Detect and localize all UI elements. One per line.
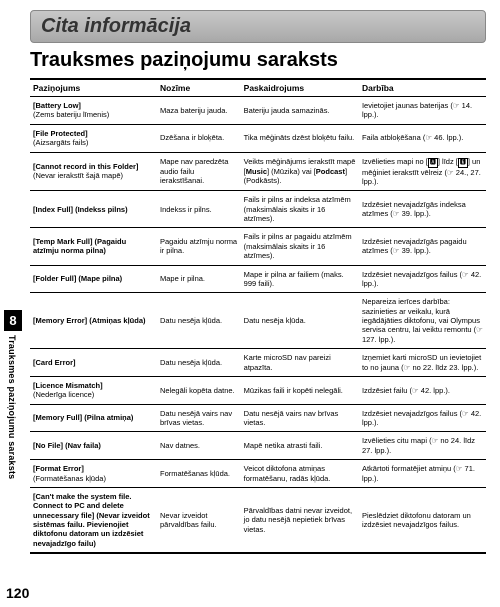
cell: Nepareiza ierīces darbība: sazinieties a…: [359, 293, 486, 349]
cell: [File Protected](Aizsargāts fails): [30, 124, 157, 152]
cell: [Card Error]: [30, 349, 157, 377]
section-title: Cita informācija: [41, 15, 475, 38]
table-row: [Cannot record in this Folder](Nevar ier…: [30, 152, 486, 191]
col-header: Paziņojums: [30, 79, 157, 97]
table-row: [No File] (Nav faila)Nav datnes.Mapē net…: [30, 432, 486, 460]
cell: [Can't make the system file. Connect to …: [30, 487, 157, 553]
cell: Pārvaldības datni nevar izveidot, jo dat…: [241, 487, 359, 553]
cell: Nelegāli kopēta datne.: [157, 376, 241, 404]
cell: Ievietojiet jaunas baterijas (☞ 14. lpp.…: [359, 97, 486, 125]
cell: Bateriju jauda samazinās.: [241, 97, 359, 125]
cell: Maza bateriju jauda.: [157, 97, 241, 125]
col-header: Nozīme: [157, 79, 241, 97]
cell: Mape ir pilna ar failiem (maks. 999 fail…: [241, 265, 359, 293]
page-number: 120: [6, 585, 29, 601]
cell: Indekss ir pilns.: [157, 191, 241, 228]
cell: Veicot diktofona atmiņas formatēšanu, ra…: [241, 460, 359, 488]
table-row: [Memory Error] (Atmiņas kļūda)Datu nesēj…: [30, 293, 486, 349]
cell: Datu nesēja kļūda.: [241, 293, 359, 349]
cell: Datu nesēja kļūda.: [157, 293, 241, 349]
cell: Dzēšana ir bloķēta.: [157, 124, 241, 152]
cell: Izdzēsiet nevajadzīgās pagaidu atzīmes (…: [359, 228, 486, 265]
side-tab: 8 Trauksmes paziņojumu saraksts: [4, 310, 22, 479]
table-row: [File Protected](Aizsargāts fails)Dzēšan…: [30, 124, 486, 152]
cell: Pieslēdziet diktofonu datoram un izdzēsi…: [359, 487, 486, 553]
cell: Veikts mēģinājums ierakstīt mapē [Music]…: [241, 152, 359, 191]
cell: [Memory Full] (Pilna atmiņa): [30, 404, 157, 432]
cell: [Index Full] (Indekss pilns): [30, 191, 157, 228]
cell: Izvēlieties citu mapi (☞ no 24. līdz 27.…: [359, 432, 486, 460]
chapter-number: 8: [4, 310, 22, 331]
table-row: [Folder Full] (Mape pilna)Mape ir pilna.…: [30, 265, 486, 293]
cell: Karte microSD nav pareizi atpazīta.: [241, 349, 359, 377]
cell: Izdzēsiet failu (☞ 42. lpp.).: [359, 376, 486, 404]
col-header: Paskaidrojums: [241, 79, 359, 97]
cell: Formatēšanas kļūda.: [157, 460, 241, 488]
cell: Datu nesēja kļūda.: [157, 349, 241, 377]
cell: [Format Error](Formatēšanas kļūda): [30, 460, 157, 488]
table-header-row: Paziņojums Nozīme Paskaidrojums Darbība: [30, 79, 486, 97]
cell: [Folder Full] (Mape pilna): [30, 265, 157, 293]
table-row: [Temp Mark Full] (Pagaidu atzīmju norma …: [30, 228, 486, 265]
cell: Mapē netika atrasti faili.: [241, 432, 359, 460]
alerts-table: Paziņojums Nozīme Paskaidrojums Darbība …: [30, 78, 486, 554]
cell: Izdzēsiet nevajadzīgās indeksa atzīmes (…: [359, 191, 486, 228]
cell: Mape nav paredzēta audio failu ierakstīš…: [157, 152, 241, 191]
table-row: [Card Error]Datu nesēja kļūda.Karte micr…: [30, 349, 486, 377]
cell: [Temp Mark Full] (Pagaidu atzīmju norma …: [30, 228, 157, 265]
section-header: Cita informācija: [30, 10, 486, 43]
cell: Datu nesējā vairs nav brīvas vietas.: [241, 404, 359, 432]
cell: Fails ir pilns ar indeksa atzīmēm (maksi…: [241, 191, 359, 228]
cell: Fails ir pilns ar pagaidu atzīmēm (maksi…: [241, 228, 359, 265]
cell: Datu nesējā vairs nav brīvas vietas.: [157, 404, 241, 432]
cell: Izdzēsiet nevajadzīgos failus (☞ 42. lpp…: [359, 404, 486, 432]
table-row: [Battery Low](Zems bateriju līmenis)Maza…: [30, 97, 486, 125]
cell: Mape ir pilna.: [157, 265, 241, 293]
col-header: Darbība: [359, 79, 486, 97]
side-label: Trauksmes paziņojumu saraksts: [4, 331, 17, 479]
cell: Tika mēģināts dzēst bloķētu failu.: [241, 124, 359, 152]
cell: [Battery Low](Zems bateriju līmenis): [30, 97, 157, 125]
cell: Pagaidu atzīmju norma ir pilna.: [157, 228, 241, 265]
table-row: [Can't make the system file. Connect to …: [30, 487, 486, 553]
cell: [Cannot record in this Folder](Nevar ier…: [30, 152, 157, 191]
cell: [Memory Error] (Atmiņas kļūda): [30, 293, 157, 349]
cell: Izvēlieties mapi no [🅰] līdz [🅴] un mēģi…: [359, 152, 486, 191]
cell: Faila atbloķēšana (☞ 46. lpp.).: [359, 124, 486, 152]
cell: Nav datnes.: [157, 432, 241, 460]
table-row: [Format Error](Formatēšanas kļūda)Format…: [30, 460, 486, 488]
cell: [Licence Mismatch](Nederīga licence): [30, 376, 157, 404]
cell: Izņemiet karti microSD un ievietojiet to…: [359, 349, 486, 377]
cell: Mūzikas faili ir kopēti nelegāli.: [241, 376, 359, 404]
manual-page: Cita informācija Trauksmes paziņojumu sa…: [0, 0, 500, 607]
table-row: [Index Full] (Indekss pilns)Indekss ir p…: [30, 191, 486, 228]
cell: Atkārtoti formatējiet atmiņu (☞ 71. lpp.…: [359, 460, 486, 488]
cell: [No File] (Nav faila): [30, 432, 157, 460]
cell: Nevar izveidot pārvaldības failu.: [157, 487, 241, 553]
main-title: Trauksmes paziņojumu saraksts: [30, 49, 486, 72]
cell: Izdzēsiet nevajadzīgos failus (☞ 42. lpp…: [359, 265, 486, 293]
table-row: [Memory Full] (Pilna atmiņa)Datu nesējā …: [30, 404, 486, 432]
table-row: [Licence Mismatch](Nederīga licence)Nele…: [30, 376, 486, 404]
